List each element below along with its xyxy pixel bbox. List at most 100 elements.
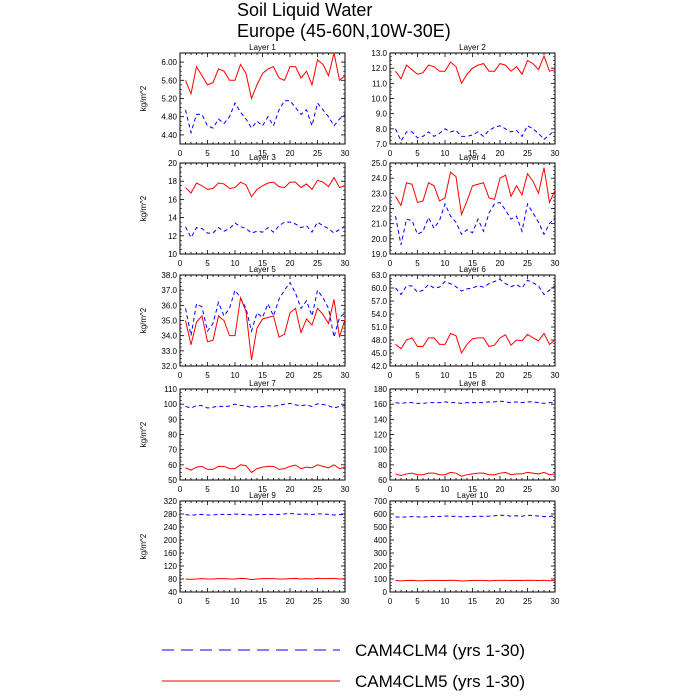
x-tick-label: 15 (258, 259, 267, 268)
y-tick-label: 100 (374, 446, 388, 455)
series-line-cam4clm4 (185, 100, 346, 135)
series-line-cam4clm4 (395, 201, 556, 246)
y-tick-label: 240 (164, 523, 178, 532)
chart-title: Soil Liquid Water Europe (45-60N,10W-30E… (237, 0, 451, 42)
x-tick-label: 25 (313, 259, 322, 268)
y-axis-label: kg/m^2 (139, 421, 148, 447)
chart-layer-5: Layer 5 0 5 10 15 20 25 30 32.0 33.0 34.0 35.0 36.0 3… (139, 265, 350, 380)
panel-title: Layer 8 (459, 379, 486, 388)
y-axis-label: kg/m^2 (139, 195, 148, 221)
y-tick-label: 40 (168, 588, 177, 597)
y-tick-label: 180 (374, 385, 388, 394)
x-tick-label: 10 (231, 597, 240, 606)
panel-title: Layer 3 (249, 153, 276, 162)
x-tick-label: 20 (286, 259, 295, 268)
series-line-cam4clm5 (185, 464, 346, 474)
x-tick-label: 20 (286, 597, 295, 606)
y-axis-label: kg/m^2 (139, 85, 148, 111)
y-tick-label: 5.20 (161, 95, 177, 104)
y-tick-label: 10.0 (371, 95, 387, 104)
x-tick-label: 0 (178, 149, 183, 158)
panel-title: Layer 6 (459, 265, 486, 274)
panel-title: Layer 9 (249, 491, 276, 500)
x-tick-label: 30 (551, 149, 560, 158)
x-tick-label: 5 (415, 485, 420, 494)
chart-layer-9: Layer 9 0 5 10 15 20 25 30 40 80 120 160 200 240 280 32… (139, 491, 350, 606)
y-tick-label: 60 (378, 476, 387, 485)
x-tick-label: 0 (178, 597, 183, 606)
x-tick-label: 20 (496, 371, 505, 380)
x-tick-label: 15 (258, 597, 267, 606)
y-tick-label: 18 (168, 177, 177, 186)
x-tick-label: 10 (231, 259, 240, 268)
y-tick-label: 25.0 (371, 159, 387, 168)
panel-title: Layer 5 (249, 265, 276, 274)
x-tick-label: 30 (341, 371, 350, 380)
x-tick-label: 30 (551, 485, 560, 494)
x-tick-label: 25 (523, 259, 532, 268)
series-line-cam4clm5 (395, 579, 556, 582)
y-tick-label: 90 (168, 415, 177, 424)
panel-title: Layer 4 (459, 153, 486, 162)
y-tick-label: 57.0 (371, 297, 387, 306)
plot-frame (179, 52, 346, 145)
y-tick-label: 37.0 (161, 286, 177, 295)
y-tick-label: 23.0 (371, 189, 387, 198)
y-tick-label: 160 (164, 549, 178, 558)
y-tick-label: 200 (164, 536, 178, 545)
y-tick-label: 45.0 (371, 349, 387, 358)
plot-frame (389, 500, 556, 593)
x-tick-label: 5 (415, 149, 420, 158)
chart-layer-7: Layer 7 0 5 10 15 20 25 30 50 60 70 80 90 100 110 kg/m^… (139, 379, 350, 494)
y-tick-label: 8.0 (376, 125, 388, 134)
y-tick-label: 14 (168, 214, 177, 223)
series-line-cam4clm5 (185, 577, 346, 581)
x-tick-label: 20 (496, 485, 505, 494)
y-tick-label: 21.0 (371, 220, 387, 229)
series-line-cam4clm4 (395, 400, 555, 404)
y-tick-label: 160 (374, 400, 388, 409)
y-tick-label: 22.0 (371, 205, 387, 214)
chart-title-line1: Soil Liquid Water (237, 0, 373, 20)
y-tick-label: 32.0 (161, 362, 177, 371)
y-tick-label: 80 (378, 461, 387, 470)
y-tick-label: 9.0 (376, 110, 388, 119)
y-tick-label: 10 (168, 250, 177, 259)
y-tick-label: 6.00 (161, 58, 177, 67)
series-line-cam4clm4 (395, 278, 556, 296)
x-tick-label: 20 (286, 149, 295, 158)
y-tick-label: 63.0 (371, 271, 387, 280)
series-line-cam4clm4 (185, 221, 346, 239)
series-line-cam4clm5 (395, 332, 556, 355)
x-tick-label: 25 (313, 597, 322, 606)
x-tick-label: 10 (441, 597, 450, 606)
y-tick-label: 120 (164, 562, 178, 571)
x-tick-label: 15 (468, 371, 477, 380)
x-tick-label: 5 (415, 259, 420, 268)
y-tick-label: 140 (374, 415, 388, 424)
plot-frame (179, 162, 346, 255)
y-tick-label: 320 (164, 497, 178, 506)
panel-title: Layer 10 (457, 491, 489, 500)
y-tick-label: 110 (164, 385, 177, 394)
x-tick-label: 20 (286, 485, 295, 494)
x-tick-label: 20 (496, 259, 505, 268)
chart-layer-8: Layer 8 0 5 10 15 20 25 30 60 80 100 120 140 160 180 (374, 379, 560, 494)
panel-title: Layer 1 (249, 43, 276, 52)
x-tick-label: 30 (551, 597, 560, 606)
x-tick-label: 10 (231, 485, 240, 494)
x-tick-label: 15 (468, 149, 477, 158)
x-tick-label: 20 (286, 371, 295, 380)
y-tick-label: 400 (374, 536, 388, 545)
y-axis-label: kg/m^2 (139, 533, 148, 559)
y-tick-label: 48.0 (371, 336, 387, 345)
y-tick-label: 19.0 (371, 250, 387, 259)
y-tick-label: 70 (168, 446, 177, 455)
y-tick-label: 100 (164, 400, 178, 409)
y-tick-label: 80 (168, 575, 177, 584)
y-axis-label: kg/m^2 (139, 307, 148, 333)
y-tick-label: 38.0 (161, 271, 177, 280)
x-tick-label: 25 (313, 485, 322, 494)
x-tick-label: 0 (388, 149, 393, 158)
x-tick-label: 5 (415, 371, 420, 380)
